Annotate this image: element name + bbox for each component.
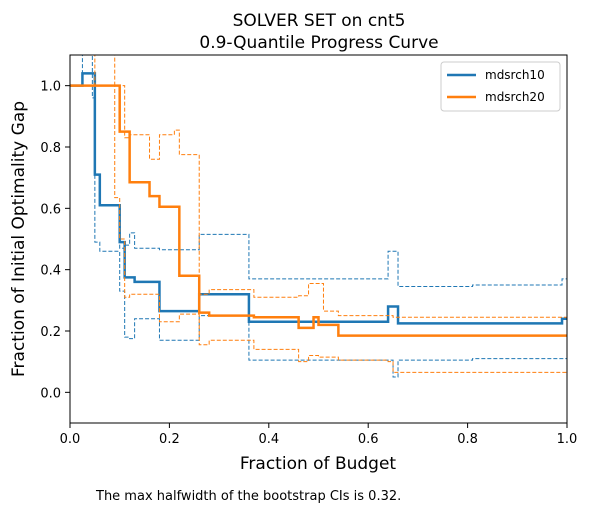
y-tick-label: 0.4 (40, 264, 61, 279)
x-tick-label: 1.0 (557, 432, 578, 447)
x-tick-label: 0.4 (258, 432, 279, 447)
y-tick-label: 0.2 (40, 325, 61, 340)
y-axis-ticks: 0.0 0.2 0.4 0.6 0.8 1.0 (40, 80, 70, 401)
y-tick-label: 0.0 (40, 386, 61, 401)
x-tick-label: 0.8 (457, 432, 478, 447)
legend-label-mdsrch10: mdsrch10 (485, 68, 545, 82)
legend: mdsrch10 mdsrch20 (440, 61, 561, 112)
chart-subtitle: 0.9-Quantile Progress Curve (199, 33, 438, 53)
y-tick-label: 0.6 (40, 202, 61, 217)
ci-lower-mdsrch10 (70, 85, 567, 378)
series-layer (70, 55, 567, 378)
ci-upper-mdsrch20 (70, 55, 567, 318)
chart-title: SOLVER SET on cnt5 (233, 11, 406, 31)
y-axis-label: Fraction of Initial Optimality Gap (9, 101, 29, 377)
y-tick-label: 0.8 (40, 141, 61, 156)
ci-lower-mdsrch20 (70, 85, 567, 373)
x-tick-label: 0.6 (358, 432, 379, 447)
x-axis-label: Fraction of Budget (240, 454, 397, 474)
plot-frame (69, 54, 568, 424)
legend-label-mdsrch20: mdsrch20 (485, 90, 545, 104)
y-tick-label: 1.0 (40, 80, 61, 95)
chart-footnote: The max halfwidth of the bootstrap CIs i… (96, 489, 402, 504)
x-axis-ticks: 0.0 0.2 0.4 0.6 0.8 1.0 (60, 423, 578, 447)
series-line-mdsrch10 (70, 72, 567, 325)
x-tick-label: 0.0 (60, 432, 81, 447)
series-line-mdsrch20 (70, 84, 567, 337)
series-mdsrch20 (70, 55, 567, 373)
series-mdsrch10 (70, 55, 567, 378)
x-tick-label: 0.2 (159, 432, 180, 447)
